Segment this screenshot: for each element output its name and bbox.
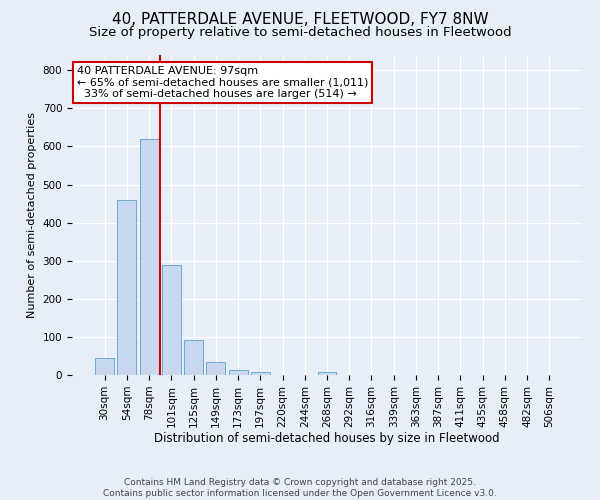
Bar (162, 264, 181, 375)
Y-axis label: Number of semi-detached properties: Number of semi-detached properties (27, 112, 37, 318)
Bar (206, 362, 225, 375)
Bar (95, 358, 114, 375)
Bar (140, 139, 158, 375)
Text: 40 PATTERDALE AVENUE: 97sqm
← 65% of semi-detached houses are smaller (1,011)
  : 40 PATTERDALE AVENUE: 97sqm ← 65% of sem… (77, 66, 368, 100)
Bar (118, 200, 136, 375)
Text: 40, PATTERDALE AVENUE, FLEETWOOD, FY7 8NW: 40, PATTERDALE AVENUE, FLEETWOOD, FY7 8N… (112, 12, 488, 28)
Text: Size of property relative to semi-detached houses in Fleetwood: Size of property relative to semi-detach… (89, 26, 511, 39)
Bar (317, 372, 337, 375)
X-axis label: Distribution of semi-detached houses by size in Fleetwood: Distribution of semi-detached houses by … (154, 432, 500, 446)
Bar (251, 372, 270, 375)
Bar (229, 370, 248, 375)
Text: Contains HM Land Registry data © Crown copyright and database right 2025.
Contai: Contains HM Land Registry data © Crown c… (103, 478, 497, 498)
Bar (184, 340, 203, 375)
